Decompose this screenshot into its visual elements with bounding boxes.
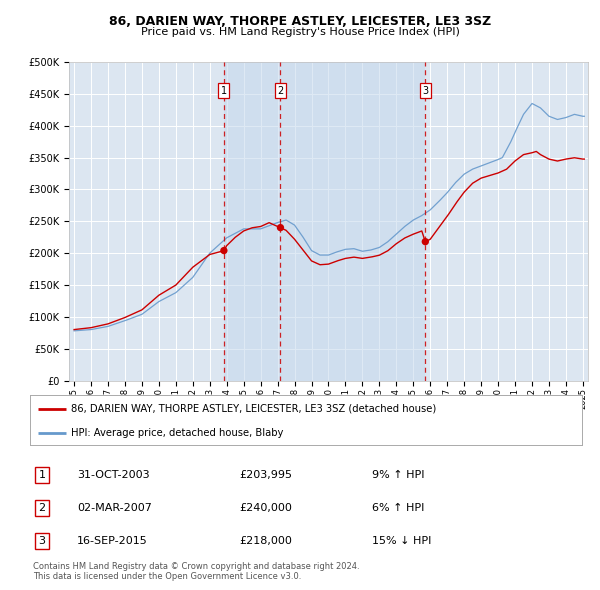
Text: 31-OCT-2003: 31-OCT-2003	[77, 470, 149, 480]
Text: 02-MAR-2007: 02-MAR-2007	[77, 503, 152, 513]
Text: Contains HM Land Registry data © Crown copyright and database right 2024.: Contains HM Land Registry data © Crown c…	[33, 562, 359, 571]
Text: 6% ↑ HPI: 6% ↑ HPI	[372, 503, 425, 513]
Text: 2: 2	[277, 86, 284, 96]
Text: 86, DARIEN WAY, THORPE ASTLEY, LEICESTER, LE3 3SZ (detached house): 86, DARIEN WAY, THORPE ASTLEY, LEICESTER…	[71, 404, 437, 414]
Text: 9% ↑ HPI: 9% ↑ HPI	[372, 470, 425, 480]
Point	[275, 223, 285, 232]
Text: 3: 3	[38, 536, 46, 546]
Bar	[224, 62, 425, 381]
Text: Price paid vs. HM Land Registry's House Price Index (HPI): Price paid vs. HM Land Registry's House …	[140, 27, 460, 37]
Point	[219, 246, 229, 255]
Text: 1: 1	[221, 86, 227, 96]
Point	[421, 237, 430, 247]
Text: £203,995: £203,995	[240, 470, 293, 480]
Text: 3: 3	[422, 86, 428, 96]
Text: HPI: Average price, detached house, Blaby: HPI: Average price, detached house, Blab…	[71, 428, 284, 438]
Text: 16-SEP-2015: 16-SEP-2015	[77, 536, 148, 546]
Text: 15% ↓ HPI: 15% ↓ HPI	[372, 536, 431, 546]
Text: 2: 2	[38, 503, 46, 513]
Text: 1: 1	[38, 470, 46, 480]
Text: This data is licensed under the Open Government Licence v3.0.: This data is licensed under the Open Gov…	[33, 572, 301, 581]
Text: £218,000: £218,000	[240, 536, 293, 546]
Text: 86, DARIEN WAY, THORPE ASTLEY, LEICESTER, LE3 3SZ: 86, DARIEN WAY, THORPE ASTLEY, LEICESTER…	[109, 15, 491, 28]
Text: £240,000: £240,000	[240, 503, 293, 513]
